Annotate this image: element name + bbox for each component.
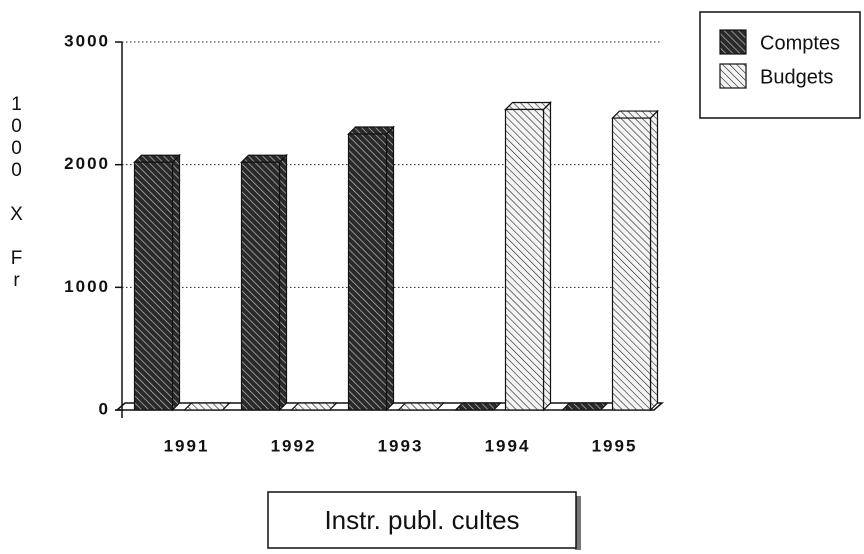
bar-top <box>611 110 659 119</box>
legend-swatch <box>719 29 747 55</box>
bar-side <box>385 125 395 412</box>
bar <box>133 161 174 411</box>
x-tick-label: 1994 <box>485 436 531 455</box>
bar-top <box>454 402 502 411</box>
bar <box>504 108 545 411</box>
bar-side <box>171 153 181 412</box>
title-shadow <box>575 496 581 550</box>
y-tick-label: 0 <box>99 399 110 418</box>
bar <box>347 133 388 411</box>
bar-top <box>397 402 445 411</box>
chart-title: Instr. publ. cultes <box>324 505 519 535</box>
legend-swatch <box>719 63 747 89</box>
legend-label: Budgets <box>760 66 833 88</box>
bar <box>611 117 652 411</box>
bar-top <box>290 402 338 411</box>
x-tick-label: 1992 <box>271 436 317 455</box>
bar-top <box>240 154 288 163</box>
bar-top <box>347 126 395 135</box>
bar-side <box>542 101 552 412</box>
bar <box>240 161 281 411</box>
bar-top <box>133 154 181 163</box>
y-tick-label: 3000 <box>64 31 110 50</box>
bar-side <box>278 153 288 412</box>
bar-top <box>561 402 609 411</box>
x-tick-label: 1991 <box>164 436 210 455</box>
x-tick-label: 1995 <box>592 436 638 455</box>
y-tick-label: 2000 <box>64 154 110 173</box>
bar-top <box>504 101 552 111</box>
y-tick-label: 1000 <box>64 277 110 296</box>
bar-top <box>183 402 231 411</box>
legend-label: Comptes <box>760 32 840 54</box>
bar-side <box>649 109 659 412</box>
x-tick-label: 1993 <box>378 436 424 455</box>
title-box <box>267 491 577 549</box>
y-axis-label: 1000 X Fr <box>6 94 27 292</box>
